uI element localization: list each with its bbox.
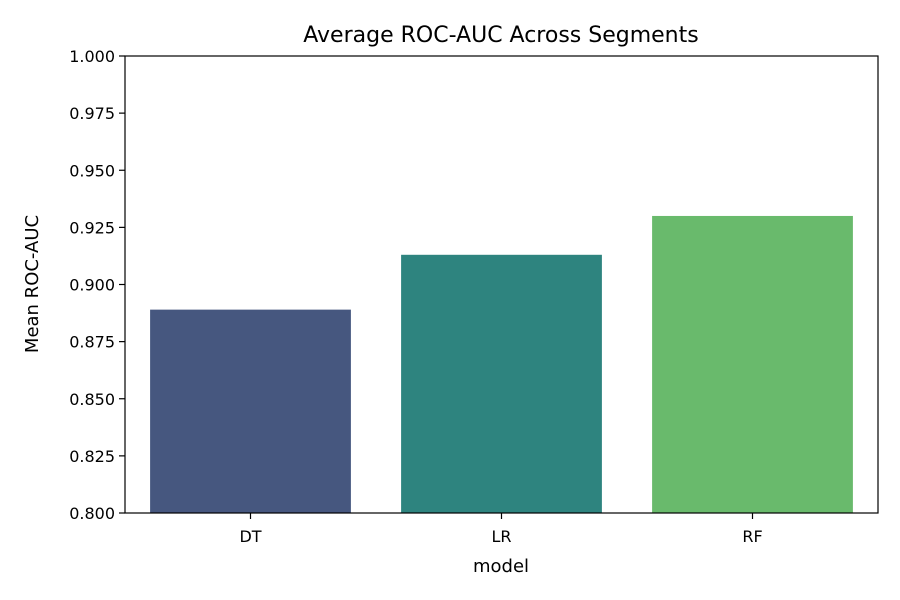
y-tick-label: 0.850 (69, 390, 115, 409)
x-axis: DT LR RF (239, 513, 763, 546)
x-tick-label: DT (239, 527, 261, 546)
y-tick-label: 0.800 (69, 504, 115, 523)
y-axis: 0.800 0.825 0.850 0.875 0.900 0.925 0.950 0.975… (69, 47, 125, 523)
plot-frame (124, 55, 879, 514)
bar-rf (652, 215, 853, 513)
x-axis-label: model (473, 556, 529, 577)
bar-dt (150, 309, 351, 513)
y-tick-label: 0.975 (69, 104, 115, 123)
y-tick-label: 0.825 (69, 447, 115, 466)
y-tick-label: 1.000 (69, 47, 115, 66)
y-tick-label: 0.950 (69, 161, 115, 180)
x-tick-label: LR (491, 527, 511, 546)
y-tick-label: 0.900 (69, 276, 115, 295)
y-tick-label: 0.875 (69, 333, 115, 352)
y-tick-label: 0.925 (69, 218, 115, 237)
chart-title: Average ROC-AUC Across Segments (303, 23, 698, 48)
y-axis-label: Mean ROC-AUC (22, 215, 43, 353)
x-tick-label: RF (742, 527, 762, 546)
bar-lr (401, 254, 602, 514)
bars-group (150, 215, 853, 514)
